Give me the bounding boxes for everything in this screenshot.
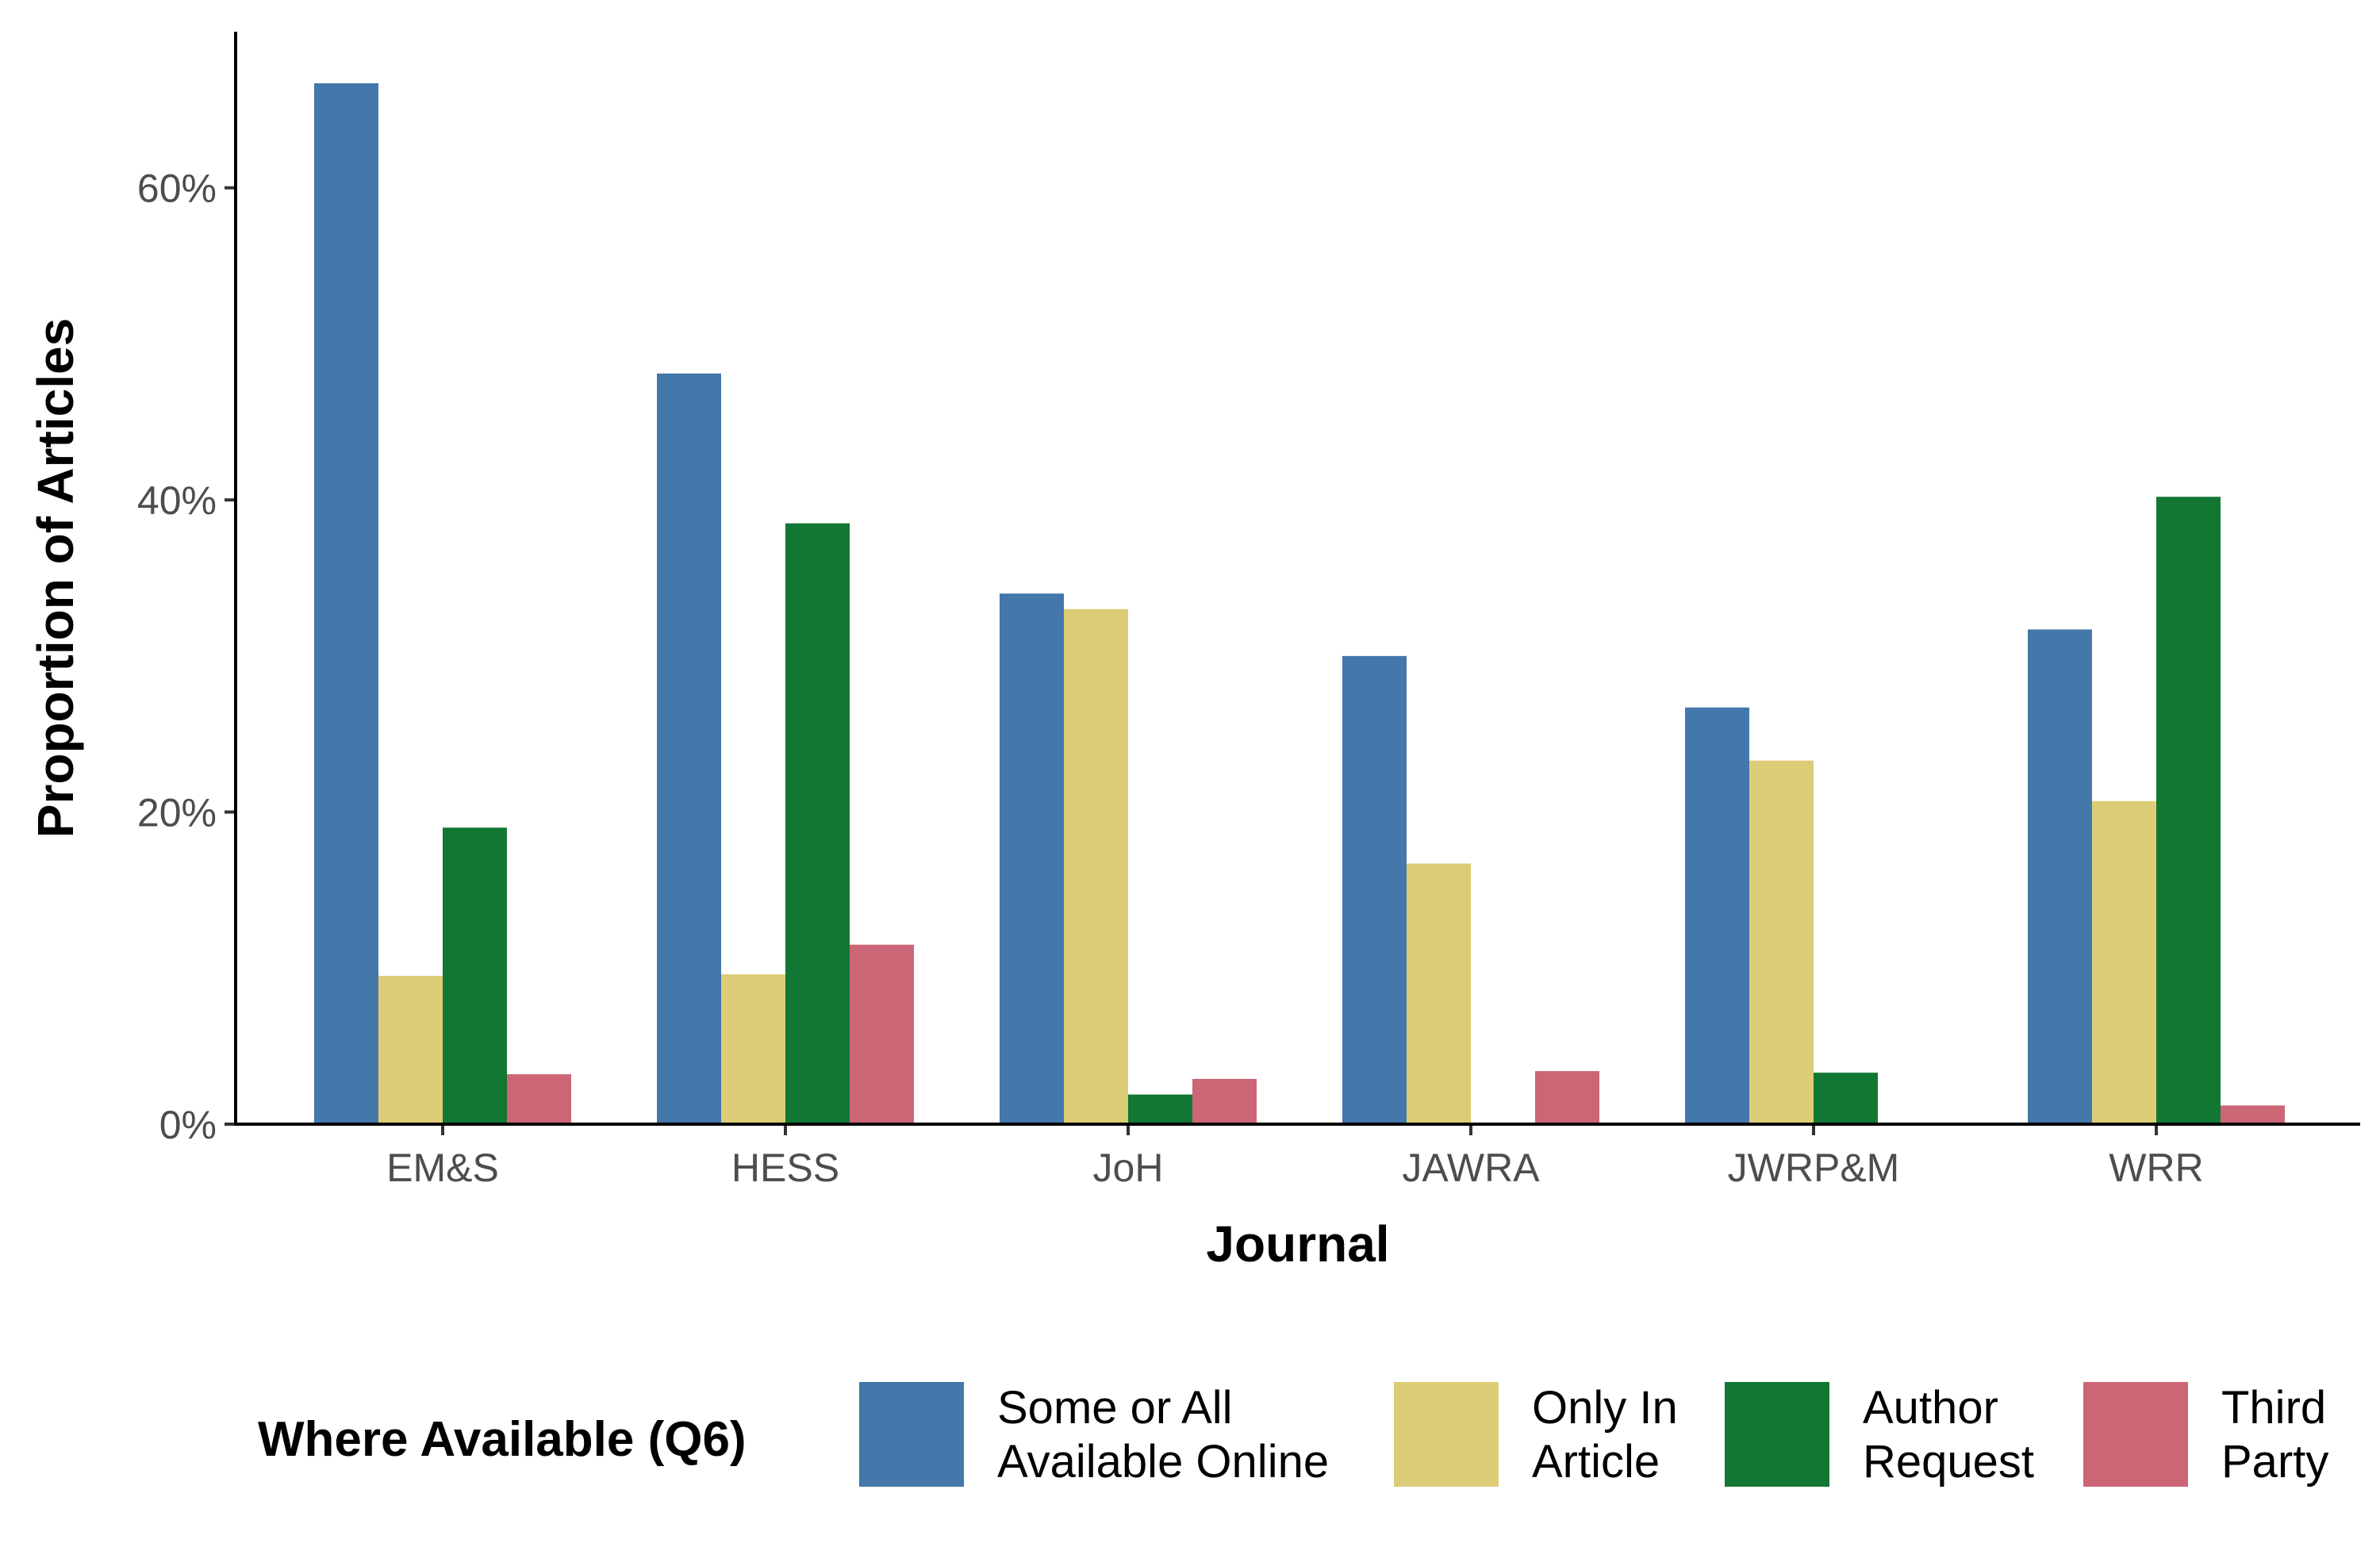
axes-layer: EM&S HESS JoH JAWRA JWRP&M WRR 0% 20% 40% 60% Jour… [27,32,2360,1273]
bar-em-s-some-or-all-available-online [314,83,378,1124]
legend-label-line: Party [2221,1436,2328,1488]
y-tick-label: 60% [137,167,217,211]
bar-hess-third-party [850,944,914,1124]
bar-joh-author-request [1128,1094,1192,1124]
bars-layer [314,83,2285,1124]
legend-label-line: Third [2221,1382,2326,1434]
bar-joh-third-party [1192,1078,1257,1124]
x-tick-label: JAWRA [1402,1146,1540,1190]
bar-jwrp-m-author-request [1814,1073,1878,1124]
legend-label-line: Article [1532,1436,1660,1488]
x-tick-label: WRR [2109,1146,2203,1190]
legend-label: Third Party [2221,1382,2328,1488]
legend-item-some-or-all-available-online: Some or All Available Online [859,1382,1329,1488]
bar-jawra-only-in-article [1407,863,1471,1124]
bar-hess-some-or-all-available-online [657,373,721,1124]
bar-jwrp-m-only-in-article [1749,760,1814,1124]
bar-joh-only-in-article [1064,608,1128,1124]
legend-label-line: Author [1863,1382,1998,1434]
bar-wrr-some-or-all-available-online [2028,629,2092,1124]
y-axis-title: Proportion of Articles [27,318,84,838]
legend-label: Author Request [1863,1382,2034,1488]
legend-key-third-party [2083,1382,2188,1487]
legend-key-author-request [1725,1382,1829,1487]
bar-jawra-third-party [1535,1071,1599,1124]
legend-key-some-or-all-available-online [859,1382,964,1487]
legend-item-author-request: Author Request [1725,1382,2034,1488]
y-tick-label: 40% [137,478,217,523]
y-tick-label: 20% [137,791,217,835]
bar-hess-only-in-article [721,974,785,1124]
bar-em-s-only-in-article [378,976,443,1124]
bar-em-s-author-request [443,827,507,1124]
bar-wrr-third-party [2221,1105,2285,1124]
y-tick-label: 0% [159,1103,217,1147]
legend-key-only-in-article [1394,1382,1499,1487]
bar-jwrp-m-some-or-all-available-online [1685,707,1749,1124]
legend-item-third-party: Third Party [2083,1382,2328,1488]
bar-em-s-third-party [507,1074,571,1124]
legend-label: Some or All Available Online [997,1382,1329,1488]
legend-item-only-in-article: Only In Article [1394,1382,1678,1488]
bar-wrr-only-in-article [2092,800,2156,1124]
x-tick-label: EM&S [386,1146,499,1190]
bar-joh-some-or-all-available-online [1000,593,1064,1124]
bar-wrr-author-request [2156,497,2221,1124]
x-tick-label: HESS [731,1146,839,1190]
legend-label-line: Request [1863,1436,2034,1488]
legend-label-line: Some or All [997,1382,1233,1434]
x-tick-label: JoH [1093,1146,1164,1190]
legend-title: Where Available (Q6) [258,1412,747,1467]
bar-jawra-some-or-all-available-online [1342,655,1407,1124]
x-tick-label: JWRP&M [1728,1146,1900,1190]
legend-label: Only In Article [1532,1382,1678,1488]
bar-hess-author-request [785,523,850,1124]
x-axis-title: Journal [1206,1215,1389,1273]
legend-label-line: Available Online [997,1436,1329,1488]
legend: Where Available (Q6) Some or All Available… [258,1382,2328,1488]
legend-label-line: Only In [1532,1382,1678,1434]
